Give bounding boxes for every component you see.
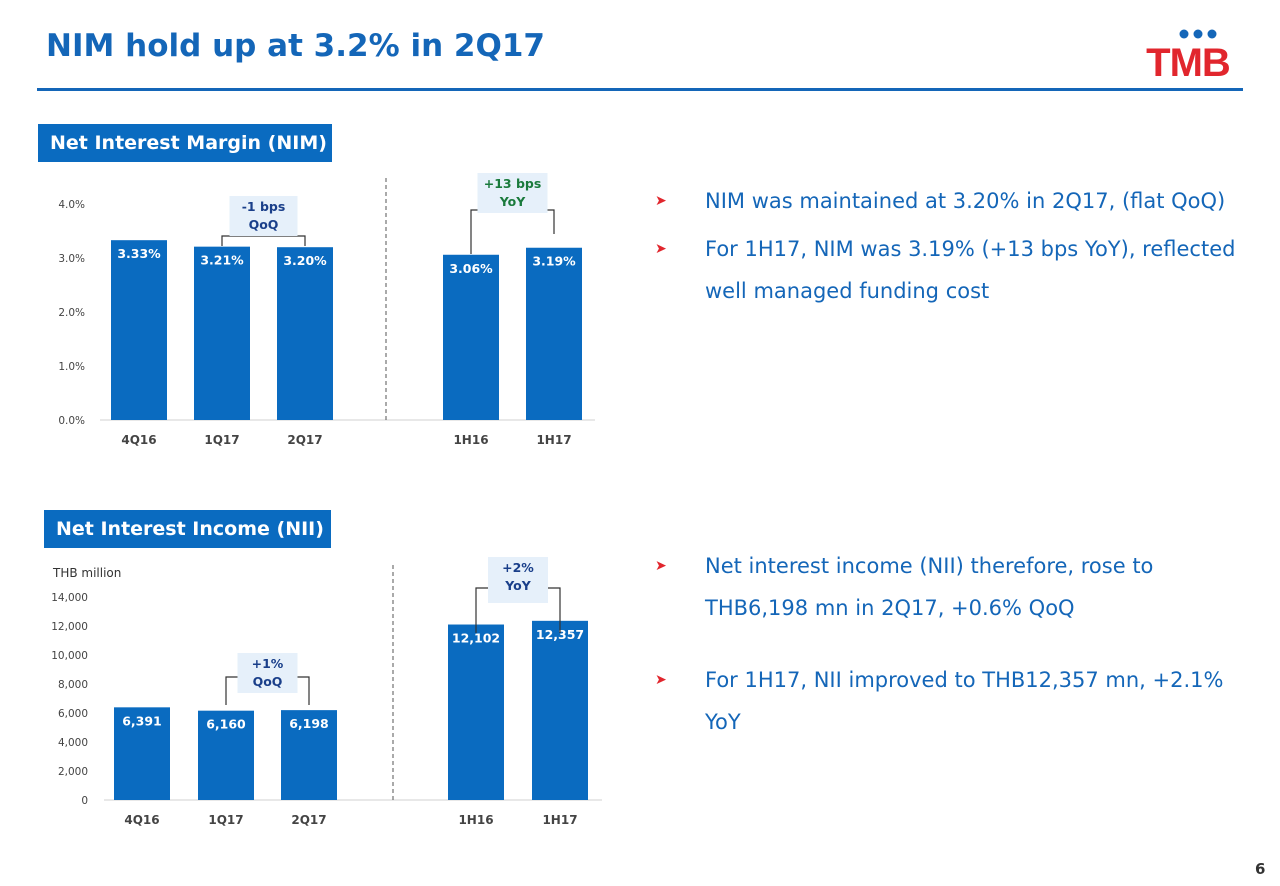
annotation-box — [488, 557, 548, 603]
y-tick-label: 4,000 — [58, 737, 88, 749]
y-tick-label: 4.0% — [58, 199, 85, 211]
page-number: 6 — [1255, 860, 1266, 878]
bullet-arrow-icon: ➤ — [655, 558, 667, 574]
annotation-change: +1% — [252, 656, 284, 671]
change-annotation: +2% YoY — [475, 557, 561, 633]
x-tick-label: 1Q17 — [208, 813, 243, 827]
y-tick-label: 10,000 — [51, 650, 88, 662]
bar-value-label: 12,357 — [536, 627, 584, 642]
nii-bullet-text: For 1H17, NII improved to THB12,357 mn, … — [705, 668, 1224, 734]
annotation-change: -1 bps — [242, 199, 286, 214]
nim-bullet: ➤ NIM was maintained at 3.20% in 2Q17, (… — [655, 180, 1255, 222]
nim-bullet-text: NIM was maintained at 3.20% in 2Q17, (fl… — [705, 189, 1226, 213]
annotation-period: QoQ — [253, 674, 283, 689]
nii-bullet: ➤ Net interest income (NII) therefore, r… — [655, 545, 1255, 629]
logo-text: TMB — [1146, 41, 1230, 82]
bar-value-label: 6,391 — [122, 713, 162, 728]
annotation-period: YoY — [504, 578, 531, 593]
y-tick-label: 2.0% — [58, 307, 85, 319]
x-tick-label: 1H17 — [536, 433, 571, 447]
nii-bullet-text: Net interest income (NII) therefore, ros… — [705, 554, 1154, 620]
y-tick-label: 6,000 — [58, 708, 88, 720]
bar-1h17 — [532, 620, 588, 800]
bar-value-label: 6,160 — [206, 717, 246, 732]
nii-bar-chart: THB million 0 2,000 4,000 6,000 8,000 10,000 12… — [51, 557, 602, 827]
bar-4q16 — [111, 240, 167, 420]
y-tick-label: 3.0% — [58, 253, 85, 265]
x-tick-label: 4Q16 — [121, 433, 156, 447]
change-annotation: -1 bps QoQ — [221, 196, 306, 246]
bullet-arrow-icon: ➤ — [655, 672, 667, 688]
bullet-arrow-icon: ➤ — [655, 193, 667, 209]
x-tick-label: 1H17 — [542, 813, 577, 827]
bar-value-label: 3.20% — [283, 253, 327, 268]
nim-bullet-list: ➤ NIM was maintained at 3.20% in 2Q17, (… — [655, 180, 1255, 312]
bar-1h16 — [448, 624, 504, 800]
annotation-bracket — [470, 209, 555, 254]
y-tick-label: 0 — [81, 795, 88, 807]
bar-4q16 — [114, 707, 170, 800]
annotation-box — [477, 173, 548, 213]
annotation-bracket — [221, 235, 306, 246]
x-tick-label: 1Q17 — [204, 433, 239, 447]
change-annotation: +13 bps YoY — [470, 173, 555, 254]
y-tick-label: 0.0% — [58, 415, 85, 427]
nim-bar-chart: 0.0% 1.0% 2.0% 3.0% 4.0% 3.33% 4Q16 3.21% 1Q17 3.… — [58, 173, 595, 447]
bar-value-label: 3.06% — [449, 261, 493, 276]
annotation-period: QoQ — [249, 217, 279, 232]
annotation-box — [229, 196, 298, 236]
bar-2q17 — [281, 710, 337, 800]
page-title: NIM hold up at 3.2% in 2Q17 — [46, 28, 545, 64]
x-tick-label: 2Q17 — [287, 433, 322, 447]
bar-1h16 — [443, 254, 499, 420]
tmb-logo: TMB — [1146, 29, 1231, 82]
x-tick-label: 1H16 — [453, 433, 488, 447]
nii-section-label: Net Interest Income (NII) — [44, 510, 331, 548]
y-tick-label: 8,000 — [58, 679, 88, 691]
bar-value-label: 3.19% — [532, 254, 576, 269]
bar-value-label: 3.33% — [117, 246, 161, 261]
x-tick-label: 2Q17 — [291, 813, 326, 827]
bar-value-label: 12,102 — [452, 631, 500, 646]
bar-1q17 — [194, 246, 250, 420]
y-tick-label: 14,000 — [51, 592, 88, 604]
annotation-period: YoY — [499, 194, 526, 209]
bar-value-label: 6,198 — [289, 716, 329, 731]
bullet-arrow-icon: ➤ — [655, 241, 667, 257]
annotation-box — [237, 653, 298, 693]
bar-1q17 — [198, 710, 254, 800]
y-tick-label: 12,000 — [51, 621, 88, 633]
bar-2q17 — [277, 247, 333, 420]
y-tick-label: 1.0% — [58, 361, 85, 373]
y-axis-title: THB million — [52, 566, 121, 580]
nii-bullet-list: ➤ Net interest income (NII) therefore, r… — [655, 545, 1255, 743]
nii-bullet: ➤ For 1H17, NII improved to THB12,357 mn… — [655, 659, 1255, 743]
nim-section-label: Net Interest Margin (NIM) — [38, 124, 332, 162]
x-tick-label: 4Q16 — [124, 813, 159, 827]
annotation-change: +2% — [502, 560, 534, 575]
annotation-change: +13 bps — [484, 176, 542, 191]
bar-1h17 — [526, 247, 582, 420]
title-divider — [37, 88, 1243, 91]
bar-value-label: 3.21% — [200, 253, 244, 268]
x-tick-label: 1H16 — [458, 813, 493, 827]
change-annotation: +1% QoQ — [225, 653, 310, 705]
y-tick-label: 2,000 — [58, 766, 88, 778]
nim-bullet: ➤ For 1H17, NIM was 3.19% (+13 bps YoY),… — [655, 228, 1255, 312]
nim-bullet-text: For 1H17, NIM was 3.19% (+13 bps YoY), r… — [705, 237, 1236, 303]
